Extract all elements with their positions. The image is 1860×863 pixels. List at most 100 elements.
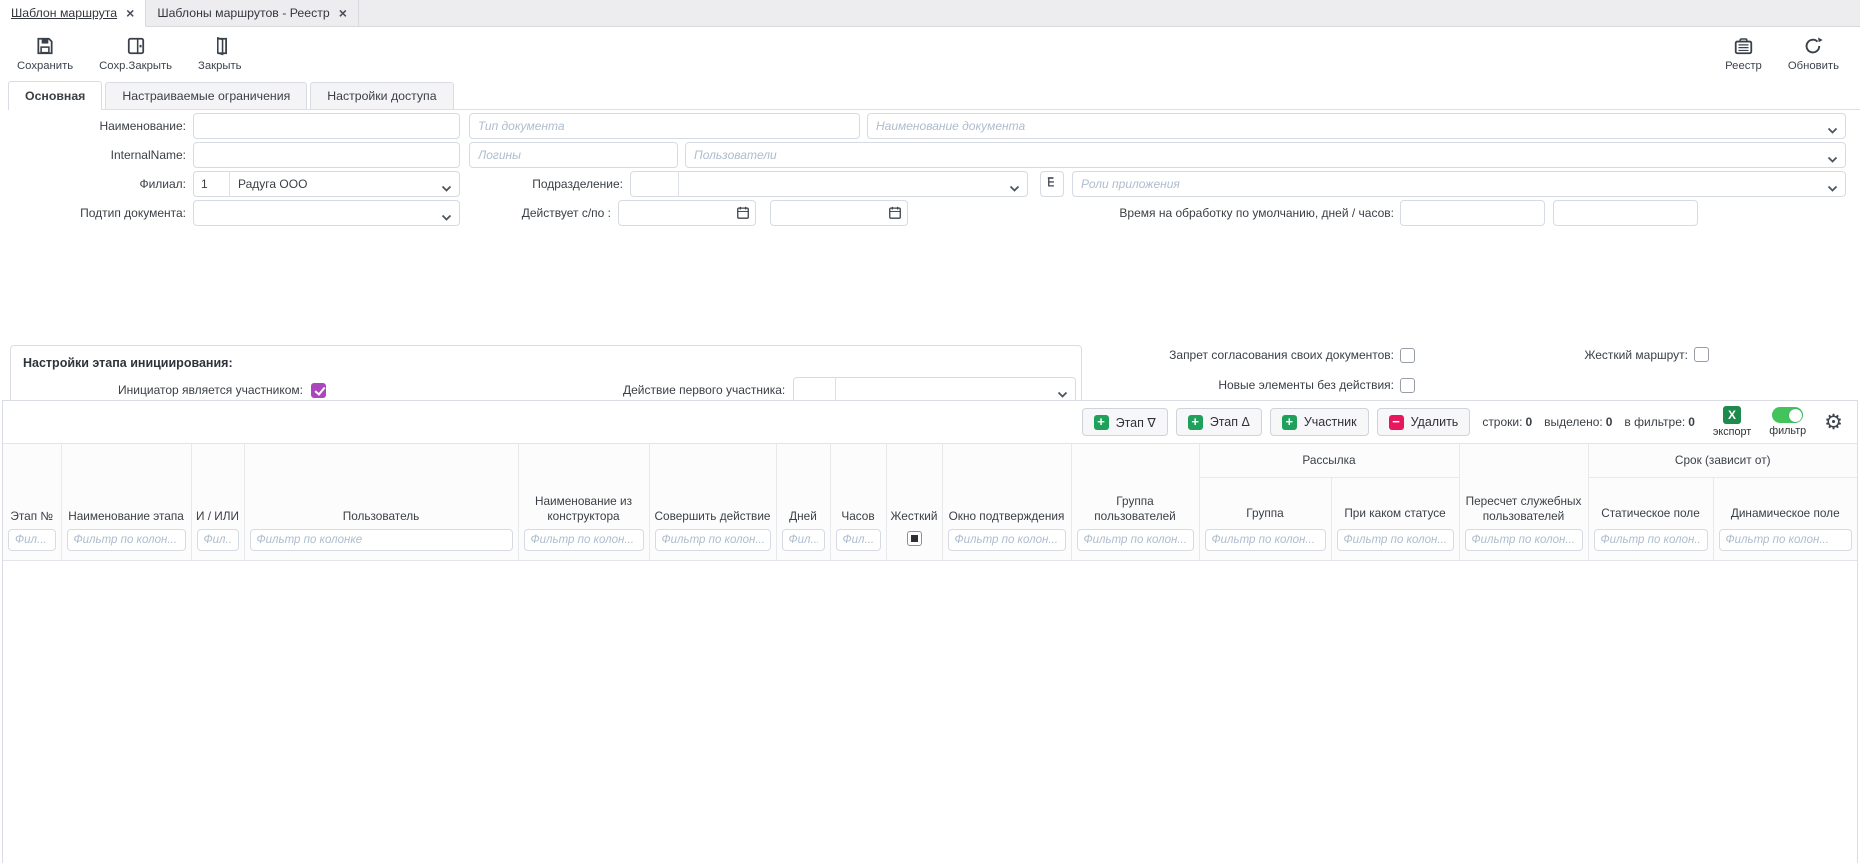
column-header-recalc-service-users[interactable]: Пересчет служебных пользователей (1459, 443, 1589, 526)
branch-number-cell[interactable]: 1 (194, 172, 230, 196)
form-row-internalname: InternalName: Пользователи (0, 142, 1846, 168)
filter-input-and-or[interactable] (196, 528, 239, 551)
plus-icon: + (1281, 414, 1297, 430)
main-toolbar: Сохранить Сохр.Закрыть Закрыть Реестр О (0, 28, 1860, 78)
doc-subtype-select[interactable] (193, 200, 460, 226)
division-tree-button[interactable] (1040, 171, 1064, 197)
add-stage-down-button[interactable]: + Этап ∇ (1081, 408, 1168, 436)
save-close-button[interactable]: Сохр.Закрыть (92, 31, 179, 76)
registry-button[interactable]: Реестр (1718, 31, 1769, 76)
save-button[interactable]: Сохранить (10, 31, 80, 76)
add-participant-button[interactable]: + Участник (1269, 408, 1369, 436)
close-icon[interactable]: × (338, 5, 347, 21)
filter-input-user-group[interactable] (1076, 528, 1194, 551)
form-row-subtype: Подтип документа: Действует с/по : (0, 200, 1846, 226)
default-days-input[interactable] (1400, 200, 1545, 226)
add-stage-up-button[interactable]: + Этап Δ (1175, 408, 1262, 436)
excel-export-icon: X (1723, 406, 1742, 424)
column-header-hours[interactable]: Часов (830, 443, 887, 526)
filter-input-at-what-status[interactable] (1336, 528, 1454, 551)
filter-input-constructor-name[interactable] (523, 528, 644, 551)
column-header-and-or[interactable]: И / ИЛИ (191, 443, 245, 526)
toggle-switch-icon[interactable] (1772, 407, 1804, 423)
filter-input-days[interactable] (781, 528, 825, 551)
default-hours-input[interactable] (1553, 200, 1698, 226)
column-header-static-field[interactable]: Статическое поле (1588, 477, 1714, 526)
valid-from-field (618, 200, 756, 226)
close-button[interactable]: Закрыть (191, 31, 249, 76)
hard-filter-checkbox[interactable] (906, 530, 922, 546)
logins-input[interactable] (469, 142, 678, 168)
division-label: Подразделение: (532, 177, 623, 191)
column-header-user[interactable]: Пользователь (244, 443, 519, 526)
column-header-at-what-status[interactable]: При каком статусе (1331, 477, 1460, 526)
filter-input-perform-action[interactable] (654, 528, 771, 551)
division-code-cell[interactable] (631, 172, 679, 196)
default-time-label: Время на обработку по умолчанию, дней / … (1119, 206, 1394, 220)
calendar-icon[interactable] (888, 205, 902, 223)
no-self-approval-checkbox[interactable] (1400, 347, 1415, 363)
filter-input-user[interactable] (249, 528, 513, 551)
filter-input-static-field[interactable] (1593, 528, 1708, 551)
filter-input-stage-name[interactable] (66, 528, 186, 551)
tab-main[interactable]: Основная (8, 81, 103, 110)
initiator-participant-checkbox[interactable] (311, 382, 326, 398)
refresh-button[interactable]: Обновить (1781, 31, 1846, 76)
minus-icon: − (1388, 414, 1404, 430)
new-without-action-checkbox[interactable] (1400, 377, 1415, 393)
chevron-down-icon (1827, 123, 1838, 137)
column-header-stage-name[interactable]: Наименование этапа (61, 443, 192, 526)
column-header-user-group[interactable]: Группа пользователей (1071, 443, 1200, 526)
app-roles-select[interactable]: Роли приложения (1072, 171, 1846, 197)
internal-name-input[interactable] (193, 142, 460, 168)
valid-from-input[interactable] (618, 200, 756, 226)
hard-route-checkbox[interactable] (1694, 347, 1709, 362)
chevron-down-icon (1827, 152, 1838, 166)
close-icon[interactable]: × (126, 5, 135, 21)
doc-type-input[interactable] (469, 113, 860, 139)
valid-to-input[interactable] (770, 200, 908, 226)
tab-access-settings[interactable]: Настройки доступа (310, 82, 454, 109)
filter-input-recalc-service-users[interactable] (1464, 528, 1583, 551)
first-action-code-cell[interactable] (794, 378, 837, 402)
grid-body-empty[interactable] (3, 560, 1857, 861)
window-tab-route-template[interactable]: Шаблон маршрута × (0, 0, 147, 27)
column-header-days[interactable]: Дней (776, 443, 831, 526)
column-header-confirm-window[interactable]: Окно подтверждения (942, 443, 1072, 526)
calendar-icon[interactable] (736, 205, 750, 223)
export-button[interactable]: X экспорт (1713, 406, 1751, 438)
filter-input-group[interactable] (1204, 528, 1326, 551)
registry-button-label: Реестр (1725, 60, 1762, 72)
export-label: экспорт (1712, 426, 1752, 438)
delete-label: Удалить (1410, 415, 1459, 429)
window-tab-route-templates-registry[interactable]: Шаблоны маршрутов - Реестр × (146, 0, 359, 26)
tab-custom-restrictions[interactable]: Настраиваемые ограничения (105, 82, 308, 109)
column-header-perform-action[interactable]: Совершить действие (649, 443, 777, 526)
users-select[interactable]: Пользователи (685, 142, 1846, 168)
save-close-button-label: Сохр.Закрыть (99, 60, 173, 72)
division-select[interactable] (630, 171, 1028, 197)
branch-select[interactable]: 1 Радуга ООО (193, 171, 460, 197)
column-header-group[interactable]: Группа (1199, 477, 1332, 526)
filter-toggle[interactable]: фильтр (1769, 407, 1806, 437)
column-header-stage-number[interactable]: Этап № (3, 443, 62, 526)
column-header-dynamic-field[interactable]: Динамическое поле (1730, 505, 1840, 520)
filter-input-confirm-window[interactable] (947, 528, 1066, 551)
column-group-mailing: Рассылка (1199, 443, 1460, 478)
doc-name-select[interactable]: Наименование документа (867, 113, 1846, 139)
add-participant-label: Участник (1303, 415, 1357, 429)
filter-input-dynamic-field[interactable] (1718, 528, 1852, 551)
branch-label: Филиал: (139, 177, 186, 191)
column-header-hard[interactable]: Жесткий (886, 443, 943, 526)
name-input[interactable] (193, 113, 460, 139)
column-header-constructor-name[interactable]: Наименование из конструктора (518, 443, 650, 526)
delete-button[interactable]: − Удалить (1376, 408, 1471, 436)
chevron-down-icon (1009, 181, 1020, 195)
add-stage-up-label: Этап Δ (1209, 415, 1250, 429)
option-row: Новые элементы без действия: (1088, 375, 1860, 395)
filter-input-hours[interactable] (835, 528, 881, 551)
gear-icon[interactable]: ⚙ (1824, 409, 1843, 434)
filter-input-stage-number[interactable] (8, 528, 56, 551)
plus-icon: + (1093, 414, 1109, 430)
